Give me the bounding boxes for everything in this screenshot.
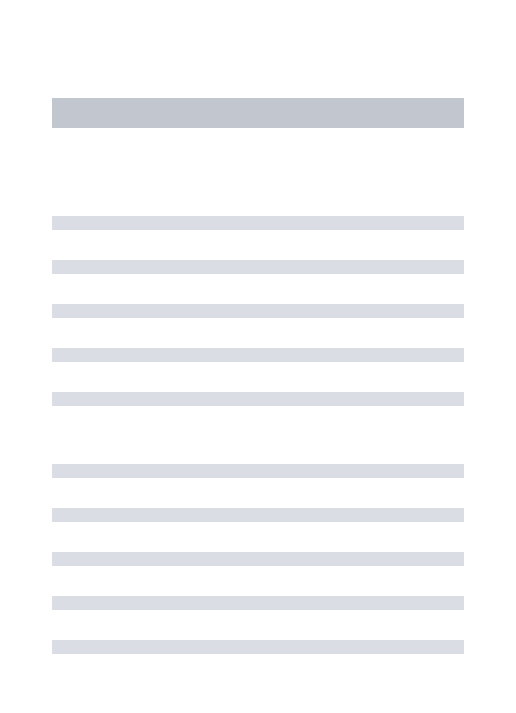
skeleton-group-1: [52, 464, 464, 654]
skeleton-line: [52, 596, 464, 610]
skeleton-line: [52, 508, 464, 522]
skeleton-line: [52, 640, 464, 654]
skeleton-line: [52, 552, 464, 566]
skeleton-line: [52, 216, 464, 230]
skeleton-line: [52, 260, 464, 274]
skeleton-title-bar: [52, 98, 464, 128]
skeleton-line: [52, 464, 464, 478]
skeleton-line: [52, 304, 464, 318]
skeleton-group-0: [52, 216, 464, 406]
skeleton-line: [52, 348, 464, 362]
skeleton-line: [52, 392, 464, 406]
